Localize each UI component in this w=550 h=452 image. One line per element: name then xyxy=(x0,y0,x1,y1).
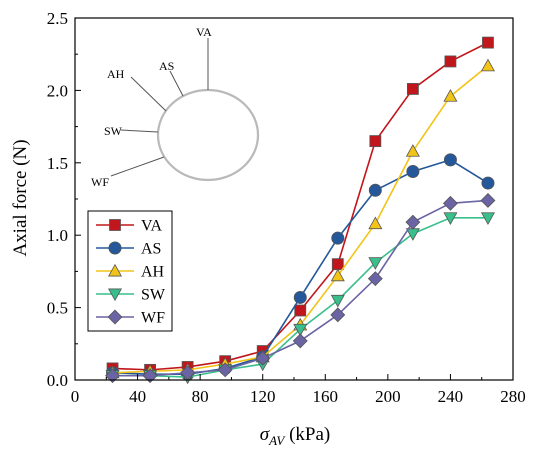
data-point-wf-216 xyxy=(405,214,421,230)
legend-item-sw: SW xyxy=(96,287,166,304)
inset-leader-ah xyxy=(130,76,167,112)
inset-leader-wf xyxy=(110,156,165,177)
legend-marker-ah xyxy=(107,263,123,277)
data-point-wf-240 xyxy=(442,195,458,211)
series-layer xyxy=(105,36,496,385)
data-point-wf-24 xyxy=(105,368,120,384)
data-point-ah-192 xyxy=(368,216,383,230)
data-point-wf-48 xyxy=(142,368,158,384)
data-point-wf-120 xyxy=(255,350,271,366)
data-point-as-168 xyxy=(331,231,345,245)
y-tick-label-1.5: 1.5 xyxy=(47,154,68,173)
data-point-as-144 xyxy=(293,290,307,304)
y-tick-label-2.5: 2.5 xyxy=(47,9,68,28)
x-tick-label-160: 160 xyxy=(313,387,339,406)
y-tick-label-0.5: 0.5 xyxy=(47,299,68,318)
data-point-wf-96 xyxy=(217,362,233,378)
y-tick-label-1.0: 1.0 xyxy=(47,226,68,245)
legend-item-as: AS xyxy=(96,241,161,258)
legend-label-wf: WF xyxy=(141,310,165,327)
x-axis-title-unit: (kPa) xyxy=(284,424,330,445)
data-point-wf-192 xyxy=(367,271,383,287)
data-point-as-216 xyxy=(406,164,420,178)
x-tick-label-280: 280 xyxy=(500,387,526,406)
legend-item-va: VA xyxy=(96,218,162,235)
data-point-as-192 xyxy=(368,183,382,197)
data-point-ah-216 xyxy=(405,144,420,157)
legend-item-ah: AH xyxy=(96,264,165,281)
data-point-sw-240 xyxy=(443,212,458,225)
tunnel-outline xyxy=(156,88,260,182)
data-point-as-264 xyxy=(481,176,495,190)
data-point-wf-264 xyxy=(480,193,496,208)
data-point-va-192 xyxy=(369,135,382,147)
legend-marker-va xyxy=(109,219,121,231)
legend-label-va: VA xyxy=(141,218,162,235)
y-tick-label-2.0: 2.0 xyxy=(47,81,68,100)
data-point-sw-264 xyxy=(480,212,495,225)
inset-leader-as xyxy=(169,70,184,97)
inset-label-wf: WF xyxy=(91,175,109,189)
x-tick-label-240: 240 xyxy=(438,387,464,406)
data-point-sw-168 xyxy=(330,294,345,308)
data-point-wf-168 xyxy=(330,307,346,323)
data-point-wf-144 xyxy=(292,333,308,349)
x-tick-label-40: 40 xyxy=(129,387,146,406)
axes-layer: 0 40 80 120 160 200 240 280 0.0 0.5 1.0 1.5 2.0 2.5 xyxy=(47,9,526,406)
x-tick-label-200: 200 xyxy=(375,387,401,406)
data-point-ah-240 xyxy=(443,89,458,102)
y-axis-title: Axial force (N) xyxy=(10,139,31,256)
x-axis-title-subscript: AV xyxy=(268,433,286,448)
x-tick-label-120: 120 xyxy=(250,387,276,406)
series-wf xyxy=(105,193,496,384)
data-point-as-240 xyxy=(443,153,457,167)
legend-marker-sw xyxy=(107,288,123,302)
legend-label-ah: AH xyxy=(141,264,165,281)
data-point-ah-168 xyxy=(330,268,345,282)
data-point-va-216 xyxy=(406,83,419,95)
data-point-sw-192 xyxy=(368,257,383,270)
inset-label-va: VA xyxy=(196,25,212,39)
data-point-sw-216 xyxy=(405,228,420,241)
legend-label-sw: SW xyxy=(141,287,166,304)
inset-label-as: AS xyxy=(159,59,174,73)
x-tick-label-0: 0 xyxy=(71,387,80,406)
legend-item-wf: WF xyxy=(96,310,165,327)
data-point-ah-264 xyxy=(480,58,495,72)
data-point-va-168 xyxy=(331,258,344,271)
legend-marker-as xyxy=(108,241,122,255)
x-axis-title-symbol: σ xyxy=(260,424,270,445)
tunnel-inset-diagram: VA AS AH SW WF xyxy=(91,25,260,189)
inset-label-sw: SW xyxy=(104,124,123,138)
x-tick-label-80: 80 xyxy=(192,387,209,406)
legend: VA AS AH SW WF xyxy=(87,210,173,332)
inset-label-ah: AH xyxy=(107,67,125,81)
legend-label-as: AS xyxy=(141,241,161,258)
data-point-sw-144 xyxy=(293,323,308,337)
data-point-va-264 xyxy=(482,36,494,49)
legend-marker-wf xyxy=(107,309,123,325)
inset-leader-sw xyxy=(120,129,159,133)
x-axis-title: σAV (kPa) xyxy=(260,424,331,448)
y-tick-label-0.0: 0.0 xyxy=(47,371,68,390)
data-point-va-144 xyxy=(294,304,307,317)
data-point-va-240 xyxy=(444,55,457,68)
